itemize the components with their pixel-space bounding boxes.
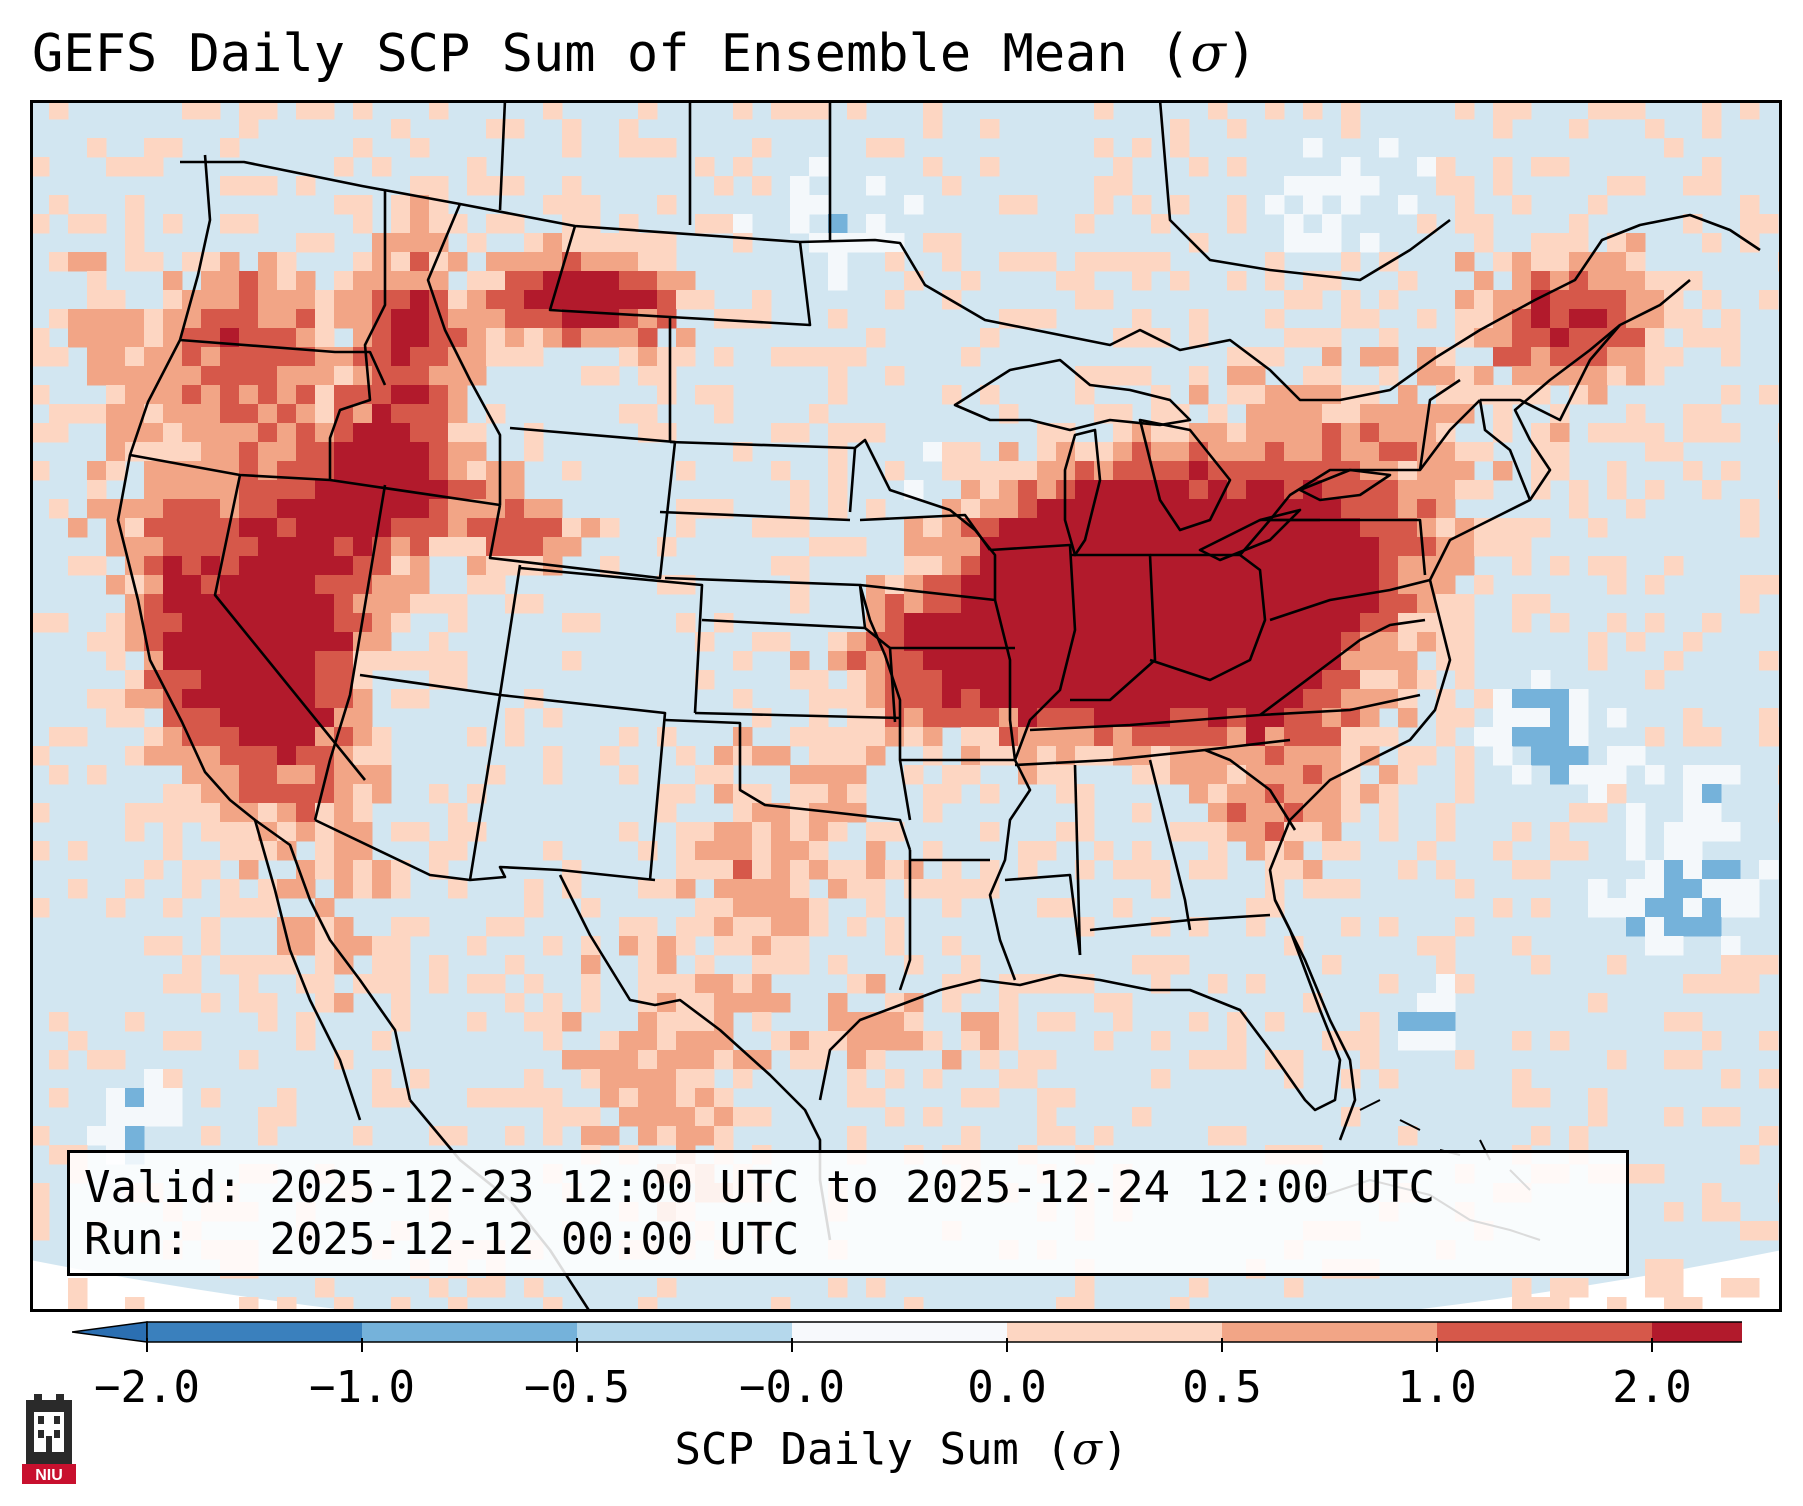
lake-superior — [953, 358, 1192, 432]
baja-coast — [253, 819, 362, 1121]
colorbar-segment — [1652, 1322, 1803, 1342]
colorbar-segment — [577, 1322, 792, 1342]
projection-edge — [30, 1250, 1782, 1312]
colorbar-tick-label: 0.0 — [967, 1362, 1047, 1413]
colorbar-tick-label: −0.5 — [524, 1362, 630, 1413]
valid-run-info-box: Valid: 2025-12-23 12:00 UTC to 2025-12-2… — [67, 1150, 1629, 1276]
colorbar-segment — [147, 1322, 362, 1342]
florida-coast — [1273, 899, 1357, 1141]
map-frame — [30, 100, 1782, 1312]
colorbar-tick-mark — [146, 1338, 148, 1352]
valid-line: Valid: 2025-12-23 12:00 UTC to 2025-12-2… — [84, 1162, 1436, 1213]
colorbar-tick-label: 2.0 — [1612, 1362, 1692, 1413]
lake-ontario — [1298, 468, 1392, 502]
colorbar-label: SCP Daily Sum (σ) — [674, 1424, 1129, 1475]
map-panel[interactable] — [30, 100, 1782, 1312]
colorbar-segment — [1007, 1322, 1222, 1342]
niu-logo: NIU — [20, 1392, 78, 1486]
colorbar-tick-mark — [1651, 1338, 1653, 1352]
colorbar-segment — [1222, 1322, 1437, 1342]
lake-erie — [1198, 508, 1302, 562]
colorbar-segment — [792, 1322, 1007, 1342]
chart-title: GEFS Daily SCP Sum of Ensemble Mean (σ) — [32, 24, 1258, 84]
colorbar-extend-min — [71, 1321, 148, 1343]
lake-michigan — [1063, 428, 1102, 557]
scp-map[interactable] — [30, 100, 1782, 1312]
lake-huron — [1138, 418, 1232, 532]
colorbar-tick-mark — [791, 1338, 793, 1352]
colorbar-tick-mark — [1436, 1338, 1438, 1352]
colorbar-tick-label: 0.5 — [1182, 1362, 1262, 1413]
colorbar-tick-mark — [361, 1338, 363, 1352]
colorbar-tick-mark — [576, 1338, 578, 1352]
colorbar-segment — [362, 1322, 577, 1342]
colorbar-segment — [1437, 1322, 1652, 1342]
colorbar-tick-label: −1.0 — [309, 1362, 415, 1413]
colorbar-tick-label: −2.0 — [94, 1362, 200, 1413]
colorbar-tick-label: −0.0 — [739, 1362, 845, 1413]
colorbar-tick-label: 1.0 — [1397, 1362, 1477, 1413]
colorbar-tick-mark — [1221, 1338, 1223, 1352]
us-canada-border — [180, 160, 1761, 402]
colorbar-tick-mark — [1006, 1338, 1008, 1352]
svg-text:NIU: NIU — [35, 1467, 63, 1484]
run-line: Run: 2025-12-12 00:00 UTC — [84, 1214, 800, 1265]
